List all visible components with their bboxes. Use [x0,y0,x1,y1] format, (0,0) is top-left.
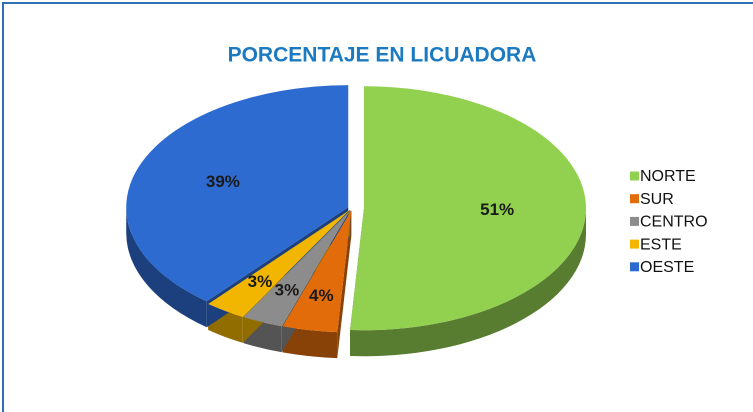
legend-swatch [630,262,639,272]
slice [243,210,351,327]
legend-label: ESTE [640,236,682,253]
slice [208,209,350,317]
data-label: 3% [248,272,273,291]
pie-tops [126,85,586,333]
data-label: 4% [309,286,334,305]
legend-label: NORTE [640,168,696,185]
legend-label: CENTRO [640,214,708,231]
slice [282,210,352,333]
legend-swatch [630,216,639,226]
data-label: 51% [480,200,514,219]
data-label: 3% [275,280,300,299]
legend-label: SUR [640,191,674,208]
slice [350,86,586,331]
slice-side [282,326,338,359]
legend-swatch [630,171,639,181]
slice [126,85,349,302]
chart-title: PORCENTAJE EN LICUADORA [228,44,537,67]
legend-swatch [630,194,639,204]
data-labels: 51% 4% 3%3% 39% [206,172,514,305]
slice-side [350,208,586,357]
legend: NORTE SUR CENTRO ESTE OESTE [630,168,708,276]
legend-label: OESTE [640,259,694,276]
slice-side [126,207,207,328]
data-label: 39% [206,172,240,191]
slice-cut [337,210,352,359]
legend-swatch [630,239,639,249]
